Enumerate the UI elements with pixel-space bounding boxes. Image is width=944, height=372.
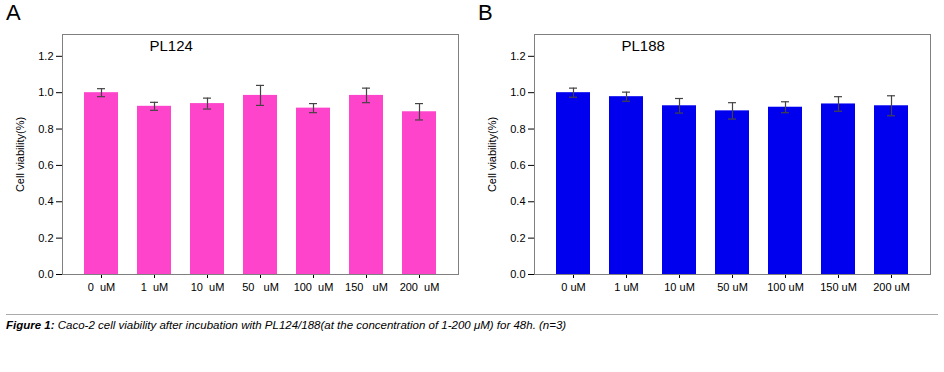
svg-text:0.4: 0.4 [510, 195, 525, 207]
svg-text:200 uM: 200 uM [400, 281, 440, 293]
svg-text:0.8: 0.8 [510, 123, 525, 135]
svg-text:Cell viability(%): Cell viability(%) [14, 117, 26, 192]
svg-text:10 uM: 10 uM [191, 281, 225, 293]
svg-text:0 uM: 0 uM [88, 281, 116, 293]
svg-text:0 uM: 0 uM [561, 281, 585, 293]
svg-text:0.2: 0.2 [38, 232, 53, 244]
svg-text:0.6: 0.6 [38, 159, 53, 171]
svg-text:1 uM: 1 uM [141, 281, 169, 293]
svg-text:50 uM: 50 uM [242, 281, 279, 293]
svg-text:0.0: 0.0 [38, 268, 53, 280]
svg-text:200 uM: 200 uM [873, 281, 910, 293]
svg-text:10 uM: 10 uM [664, 281, 695, 293]
svg-text:0.0: 0.0 [510, 268, 525, 280]
svg-text:0.6: 0.6 [510, 159, 525, 171]
html-text:Figure 1: Caco-2 cell viabilit: Figure 1: Caco-2 cell viability after in… [6, 319, 567, 331]
html-text:A: A [6, 0, 21, 25]
html-text:B: B [478, 0, 493, 25]
svg-text:1.0: 1.0 [38, 86, 53, 98]
svg-text:1 uM: 1 uM [614, 281, 638, 293]
svg-text:50 uM: 50 uM [717, 281, 748, 293]
svg-text:PL124: PL124 [150, 37, 193, 54]
svg-text:1.0: 1.0 [510, 86, 525, 98]
svg-text:0.8: 0.8 [38, 123, 53, 135]
svg-text:100 uM: 100 uM [767, 281, 804, 293]
svg-text:1.2: 1.2 [510, 50, 525, 62]
svg-text:PL188: PL188 [622, 37, 665, 54]
svg-text:Cell viability(%): Cell viability(%) [486, 117, 498, 192]
svg-text:0.2: 0.2 [510, 232, 525, 244]
svg-text:1.2: 1.2 [38, 50, 53, 62]
svg-text:150 uM: 150 uM [345, 281, 388, 293]
svg-text:0.4: 0.4 [38, 195, 53, 207]
svg-text:150 uM: 150 uM [820, 281, 857, 293]
svg-text:100 uM: 100 uM [294, 281, 334, 293]
